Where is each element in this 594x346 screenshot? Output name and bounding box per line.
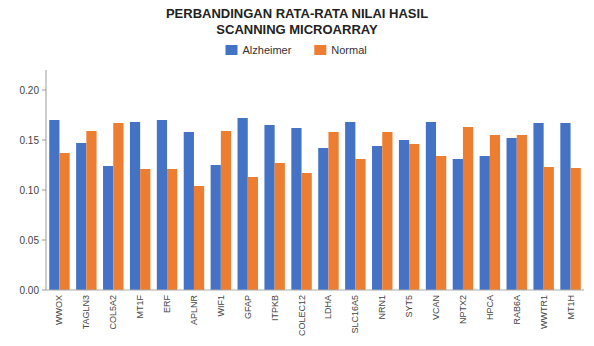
x-tick-label: MT1F: [135, 295, 145, 319]
x-tick-label: SLC16A5: [350, 295, 360, 334]
y-tick: [42, 90, 46, 91]
bar: [302, 173, 312, 290]
y-tick-label: 0.10: [20, 185, 40, 196]
bar: [517, 135, 527, 290]
x-tick-label: RAB6A: [512, 295, 522, 325]
x-tick-label: COLEC12: [297, 295, 307, 336]
bar: [221, 131, 231, 290]
y-tick-label: 0.15: [20, 135, 40, 146]
bar: [157, 120, 167, 290]
y-tick-label: 0.00: [20, 285, 40, 296]
y-tick-label: 0.05: [20, 235, 40, 246]
bar: [328, 132, 338, 290]
x-tick-label: ITPKB: [270, 295, 280, 321]
bar: [409, 144, 419, 290]
bar: [436, 156, 446, 290]
bar: [560, 123, 570, 290]
x-tick-label: VCAN: [431, 295, 441, 320]
chart: PERBANDINGAN RATA-RATA NILAI HASILSCANNI…: [0, 0, 594, 346]
bar: [372, 146, 382, 290]
legend-swatch: [226, 45, 238, 55]
bar: [238, 118, 248, 290]
bar: [533, 123, 543, 290]
bar: [194, 186, 204, 290]
y-tick-label: 0.20: [20, 85, 40, 96]
y-axis-line: [46, 70, 47, 290]
bar: [275, 163, 285, 290]
bar: [140, 169, 150, 290]
bar: [211, 165, 221, 290]
bar: [490, 135, 500, 290]
bar: [544, 167, 554, 290]
bar: [130, 122, 140, 290]
x-tick-label: WWOX: [54, 295, 64, 325]
chart-container: PERBANDINGAN RATA-RATA NILAI HASILSCANNI…: [0, 0, 594, 346]
x-axis-line: [46, 290, 584, 291]
x-tick-label: LDHA: [323, 295, 333, 319]
y-axis: 0.00 0.05 0.10 0.15 0.20: [20, 70, 46, 296]
bar: [318, 148, 328, 290]
x-tick-label: APLNR: [189, 295, 199, 326]
bar: [382, 132, 392, 290]
bar: [248, 177, 258, 290]
bar: [571, 168, 581, 290]
bar: [76, 143, 86, 290]
bar: [463, 127, 473, 290]
bar: [480, 156, 490, 290]
x-tick-label: SYT5: [404, 295, 414, 318]
x-tick-label: ERF: [162, 294, 172, 313]
x-tick-label: GFAP: [243, 295, 253, 319]
y-tick: [42, 290, 46, 291]
bars: [49, 118, 581, 290]
legend-label: Alzheimer: [243, 44, 292, 56]
bar: [264, 125, 274, 290]
legend-swatch: [314, 45, 326, 55]
bar: [355, 159, 365, 290]
y-tick: [42, 190, 46, 191]
title-line: PERBANDINGAN RATA-RATA NILAI HASIL: [166, 6, 428, 21]
bar: [399, 140, 409, 290]
bar: [426, 122, 436, 290]
bar: [103, 166, 113, 290]
bar: [167, 169, 177, 290]
x-tick-label: WIF1: [216, 295, 226, 317]
bar: [59, 153, 69, 290]
title: PERBANDINGAN RATA-RATA NILAI HASILSCANNI…: [166, 6, 428, 37]
legend-label: Normal: [331, 44, 366, 56]
x-tick-label: TAGLN3: [81, 295, 91, 329]
bar: [113, 123, 123, 290]
bar: [507, 138, 517, 290]
bar: [184, 132, 194, 290]
legend: Alzheimer Normal: [226, 44, 367, 56]
x-axis: WWOX TAGLN3 COL5A2 MT1F ERF APLNR WIF1 GFAP ITPK…: [46, 290, 584, 336]
y-tick: [42, 140, 46, 141]
bar: [345, 122, 355, 290]
x-tick-label: NPTX2: [458, 295, 468, 324]
bar: [86, 131, 96, 290]
y-tick: [42, 240, 46, 241]
title-line: SCANNING MICROARRAY: [216, 22, 378, 37]
x-tick-label: WWTR1: [539, 295, 549, 329]
x-tick-label: MT1H: [566, 295, 576, 320]
x-tick-label: HPCA: [485, 295, 495, 320]
bar: [291, 128, 301, 290]
x-tick-label: NRN1: [377, 295, 387, 320]
bar: [49, 120, 59, 290]
bar: [453, 159, 463, 290]
x-tick-label: COL5A2: [108, 295, 118, 330]
